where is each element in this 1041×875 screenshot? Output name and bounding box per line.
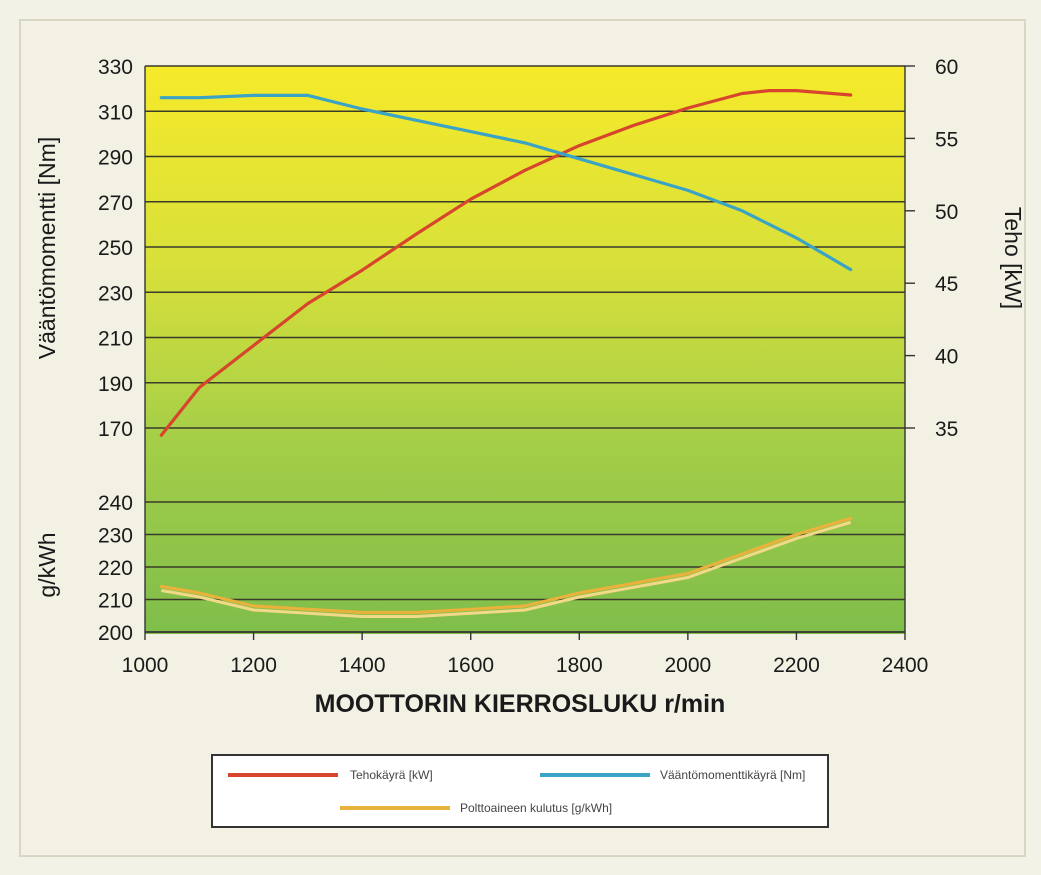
y-tick-label-right: 50 — [935, 201, 958, 224]
series-line-1 — [159, 93, 853, 272]
y-tick-label-left: 230 — [98, 282, 133, 305]
y-tick-label-right: 60 — [935, 56, 958, 79]
x-tick-label: 1000 — [122, 654, 169, 677]
y-tick-label-lower: 220 — [98, 557, 133, 580]
legend: Tehokäyrä [kW] Vääntömomenttikäyrä [Nm] Po… — [211, 754, 829, 828]
x-tick-label: 1400 — [339, 654, 386, 677]
y-tick-label-left: 170 — [98, 418, 133, 441]
x-tick-label: 1800 — [556, 654, 603, 677]
y-tick-label-left: 330 — [98, 56, 133, 79]
y-tick-label-right: 45 — [935, 273, 958, 296]
y-tick-label-left: 210 — [98, 328, 133, 351]
x-axis-label: MOOTTORIN KIERROSLUKU r/min — [315, 690, 726, 718]
x-tick-label: 1200 — [230, 654, 277, 677]
y-tick-label-right: 40 — [935, 346, 958, 369]
legend-label-1: Vääntömomenttikäyrä [Nm] — [660, 768, 805, 782]
x-tick-label: 2200 — [773, 654, 820, 677]
y-axis-label-right: Teho [kW] — [1000, 207, 1026, 309]
x-tick-label: 1600 — [447, 654, 494, 677]
y-tick-label-left: 190 — [98, 373, 133, 396]
axis-labels: MOOTTORIN KIERROSLUKU r/min Vääntömoment… — [34, 137, 1026, 718]
y-axis-label-left: Vääntömomentti [Nm] — [34, 137, 60, 359]
y-axis-label-lower: g/kWh — [34, 532, 60, 597]
y-tick-label-lower: 240 — [98, 492, 133, 515]
series-line-2 — [159, 516, 853, 615]
x-tick-label: 2400 — [882, 654, 929, 677]
series-line-0 — [159, 88, 853, 437]
y-tick-label-left: 250 — [98, 237, 133, 260]
y-tick-label-lower: 210 — [98, 590, 133, 613]
y-tick-label-right: 55 — [935, 128, 958, 151]
y-tick-label-left: 290 — [98, 147, 133, 170]
y-tick-label-left: 270 — [98, 192, 133, 215]
y-tick-label-right: 35 — [935, 418, 958, 441]
x-tick-label: 2000 — [664, 654, 711, 677]
legend-label-2: Polttoaineen kulutus [g/kWh] — [460, 801, 612, 815]
legend-label-0: Tehokäyrä [kW] — [350, 768, 433, 782]
y-tick-label-lower: 200 — [98, 622, 133, 645]
plot-background — [145, 66, 905, 634]
y-tick-label-left: 310 — [98, 101, 133, 124]
axes: 170 190 210 230 250 270 290 310 330 35 40 45 50 55 60 2… — [98, 56, 958, 677]
series-line-fuel-shadow — [161, 520, 852, 618]
y-tick-label-lower: 230 — [98, 525, 133, 548]
legend-box — [211, 754, 829, 828]
series-layer — [159, 88, 853, 618]
